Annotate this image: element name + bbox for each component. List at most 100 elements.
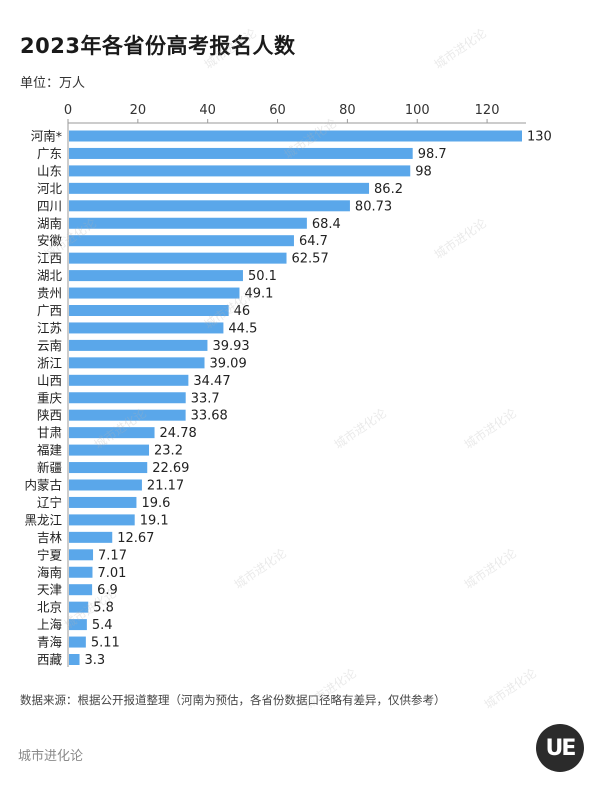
category-label: 福建 xyxy=(37,443,63,458)
value-label: 50.1 xyxy=(248,269,277,284)
category-label: 广东 xyxy=(37,146,62,161)
value-label: 6.9 xyxy=(97,583,118,598)
category-label: 北京 xyxy=(37,600,62,615)
category-label: 山东 xyxy=(37,163,62,178)
value-label: 5.8 xyxy=(93,601,114,616)
category-label: 上海 xyxy=(37,617,63,632)
value-label: 7.01 xyxy=(97,566,126,581)
value-label: 34.47 xyxy=(193,374,230,389)
bar xyxy=(69,549,94,561)
x-tick-label: 80 xyxy=(339,103,356,118)
category-label: 黑龙江 xyxy=(24,512,62,527)
value-label: 3.3 xyxy=(85,653,106,668)
bar xyxy=(69,636,86,648)
value-label: 12.67 xyxy=(117,531,154,546)
bar xyxy=(69,427,155,439)
x-tick-label: 0 xyxy=(64,103,72,118)
value-label: 46 xyxy=(234,304,251,319)
value-label: 68.4 xyxy=(312,217,341,232)
category-label: 西藏 xyxy=(37,652,63,667)
value-label: 98.7 xyxy=(418,147,447,162)
value-label: 86.2 xyxy=(374,182,403,197)
value-label: 7.17 xyxy=(98,548,127,563)
bar xyxy=(69,392,186,404)
bar xyxy=(69,496,137,508)
category-label: 天津 xyxy=(37,582,62,597)
category-label: 内蒙古 xyxy=(24,478,62,493)
value-label: 5.4 xyxy=(92,618,113,633)
bar xyxy=(69,339,208,351)
value-label: 130 xyxy=(527,130,552,145)
bar xyxy=(69,357,205,369)
bar xyxy=(69,200,350,212)
category-label: 浙江 xyxy=(37,355,62,370)
x-tick-label: 120 xyxy=(475,103,500,118)
bar xyxy=(69,654,80,665)
brand-name: 城市进化论 xyxy=(18,749,84,764)
x-tick-label: 40 xyxy=(199,103,216,118)
value-label: 5.11 xyxy=(91,636,120,651)
category-label: 甘肃 xyxy=(37,425,62,440)
watermark-text: 城市进化论 xyxy=(431,25,489,72)
category-label: 安徽 xyxy=(37,233,63,248)
category-label: 四川 xyxy=(37,198,62,213)
chart-title: 2023年各省份高考报名人数 xyxy=(20,34,296,58)
category-label: 湖南 xyxy=(37,216,62,231)
x-tick-label: 60 xyxy=(269,103,286,118)
category-label: 贵州 xyxy=(37,286,62,301)
bar xyxy=(69,217,307,229)
value-label: 80.73 xyxy=(355,199,392,214)
bar xyxy=(69,305,229,316)
bar xyxy=(69,409,186,421)
bar xyxy=(69,322,224,334)
value-label: 39.93 xyxy=(212,339,249,354)
bar xyxy=(69,235,294,247)
bar xyxy=(69,444,150,456)
value-label: 23.2 xyxy=(154,444,183,459)
value-label: 62.57 xyxy=(292,252,329,267)
value-label: 49.1 xyxy=(244,287,273,302)
value-label: 22.69 xyxy=(152,461,189,476)
value-label: 64.7 xyxy=(299,234,328,249)
bar xyxy=(69,479,142,491)
category-label: 广西 xyxy=(37,303,62,318)
bar xyxy=(69,287,240,299)
value-label: 39.09 xyxy=(210,356,247,371)
category-label: 河北 xyxy=(37,181,63,196)
category-label: 青海 xyxy=(37,635,63,650)
category-label: 江苏 xyxy=(37,320,62,335)
bar xyxy=(69,252,287,264)
value-label: 33.68 xyxy=(191,409,228,424)
value-label: 24.78 xyxy=(160,426,197,441)
category-label: 云南 xyxy=(37,338,62,353)
category-label: 海南 xyxy=(37,565,62,580)
bar xyxy=(69,601,89,613)
category-label: 河南* xyxy=(31,129,62,144)
category-label: 吉林 xyxy=(37,530,63,545)
bar xyxy=(69,165,411,177)
x-tick-label: 20 xyxy=(130,103,147,118)
category-label: 辽宁 xyxy=(37,495,62,510)
unit-label: 单位：万人 xyxy=(20,76,86,91)
value-label: 98 xyxy=(415,164,432,179)
category-label: 新疆 xyxy=(37,460,62,475)
bar xyxy=(69,514,135,526)
bar xyxy=(69,147,413,159)
value-label: 19.1 xyxy=(140,513,169,528)
value-label: 33.7 xyxy=(191,391,220,406)
bar xyxy=(69,566,93,578)
category-label: 陕西 xyxy=(37,408,62,423)
bar xyxy=(69,182,370,194)
bar xyxy=(69,531,113,543)
value-label: 19.6 xyxy=(141,496,170,511)
bar-chart: 0 20 40 60 80 100 120 河南* 130 广东 98.7 山东 98 河北 86.2 四川 8… xyxy=(24,103,552,668)
bar xyxy=(69,462,148,474)
x-tick-label: 100 xyxy=(405,103,430,118)
category-label: 重庆 xyxy=(37,390,63,405)
category-label: 湖北 xyxy=(37,268,63,283)
bar xyxy=(69,374,189,386)
brand-logo: UE xyxy=(536,724,584,772)
value-label: 44.5 xyxy=(228,321,257,336)
data-source-note: 数据来源：根据公开报道整理（河南为预估，各省份数据口径略有差异，仅供参考） xyxy=(20,693,446,707)
category-label: 山西 xyxy=(37,373,62,388)
